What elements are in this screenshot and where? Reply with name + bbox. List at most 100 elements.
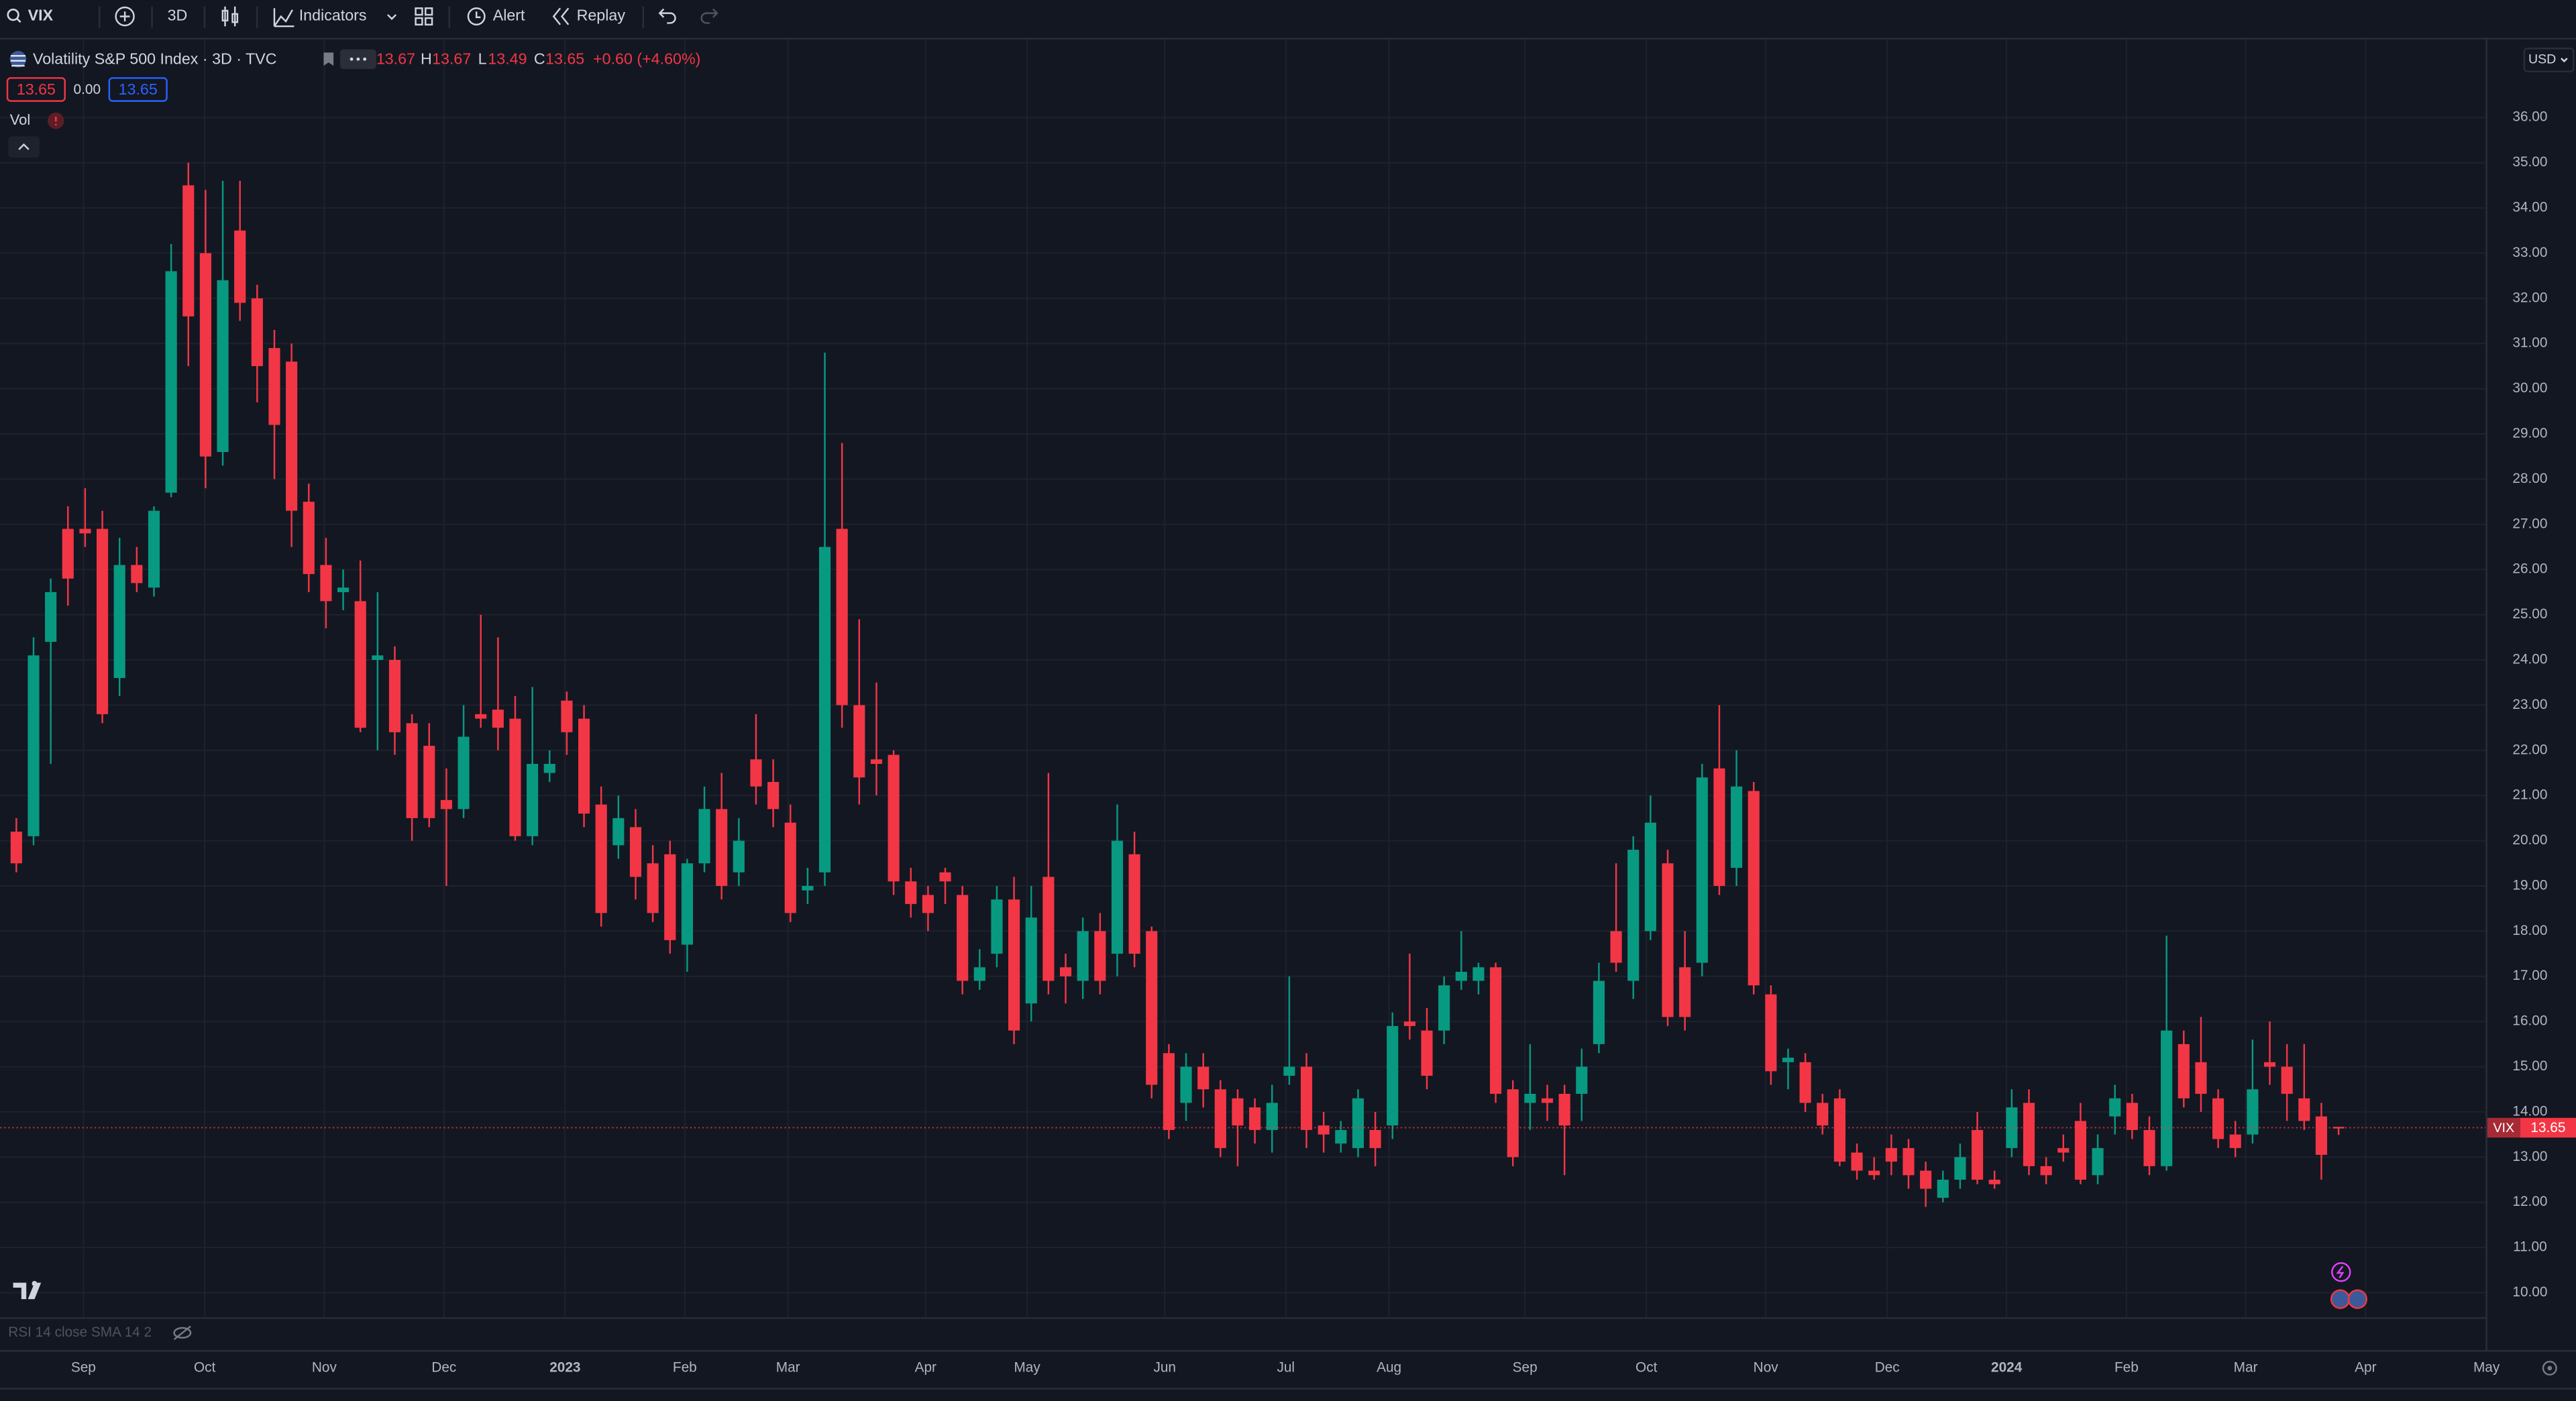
layout-icon	[415, 17, 423, 25]
tradingview-logo[interactable]	[13, 1282, 42, 1300]
y-tick-label: 26.00	[2512, 561, 2547, 577]
symbol-title[interactable]: Volatility S&P 500 Index · 3D · TVC	[33, 50, 277, 68]
y-tick-label: 16.00	[2512, 1013, 2547, 1029]
candle-body	[113, 565, 125, 678]
indicators-label[interactable]: Indicators	[299, 7, 367, 24]
candle-body	[10, 832, 22, 864]
chart-type-button[interactable]	[221, 6, 239, 27]
ohlc-label: H	[421, 50, 432, 68]
alert-icon	[467, 7, 486, 25]
candle-body	[131, 565, 143, 583]
candle-body	[1369, 1129, 1381, 1148]
currency-label[interactable]: USD	[2528, 52, 2556, 67]
y-tick-label: 30.00	[2512, 380, 2547, 396]
settings-button[interactable]	[2542, 1360, 2557, 1376]
candle-body	[1731, 786, 1743, 868]
undo-button[interactable]	[658, 8, 676, 24]
candle-body	[1627, 850, 1640, 981]
indicator-pane-label[interactable]: RSI 14 close SMA 14 2	[8, 1325, 152, 1340]
hide-indicator-button[interactable]	[173, 1325, 192, 1341]
collapse-button[interactable]	[8, 136, 40, 158]
candle-body	[354, 601, 366, 728]
candle-body	[337, 587, 350, 592]
indicators-button[interactable]: Indicators	[273, 7, 397, 27]
candle-body	[1662, 863, 1674, 1017]
candle-body	[62, 528, 74, 579]
candle-body	[1266, 1103, 1278, 1130]
candle-body	[698, 809, 710, 864]
candle-body	[2263, 1062, 2276, 1067]
eye-icon	[173, 1325, 191, 1341]
symbol-search[interactable]: VIX	[7, 7, 54, 24]
event-marker[interactable]	[2347, 1289, 2367, 1309]
candle-body	[1507, 1089, 1519, 1158]
candle-body	[1455, 972, 1467, 981]
buy-price[interactable]: 13.65	[119, 80, 158, 98]
candle-body	[440, 799, 452, 809]
candle-body	[870, 759, 883, 764]
candle-body	[1748, 791, 1760, 986]
alert-label[interactable]: Alert	[493, 7, 525, 24]
x-tick-label: 2024	[1991, 1360, 2023, 1376]
candle-body	[595, 804, 607, 913]
candle-body	[991, 899, 1003, 954]
redo-button[interactable]	[700, 8, 718, 24]
buy-box[interactable]	[108, 77, 168, 102]
time-axis: Sep Oct Nov Dec 2023 Feb Mar Apr May Jun Jul Aug Sep…	[71, 1360, 2500, 1376]
candle-body	[165, 271, 177, 493]
ohlc-open: 13.67	[376, 50, 415, 68]
x-tick-label: Jul	[1277, 1360, 1295, 1376]
candle-body	[1025, 917, 1037, 1004]
currency-button[interactable]	[2523, 48, 2575, 72]
toolbar: VIX 3D Indicators	[0, 6, 2576, 40]
candle-body	[458, 736, 470, 809]
candle-body	[1765, 994, 1777, 1072]
x-tick-label: Feb	[2114, 1360, 2139, 1376]
candle-body	[1868, 1170, 1880, 1176]
candle-body	[647, 863, 659, 913]
candle-body	[1524, 1093, 1536, 1103]
layouts-button[interactable]	[415, 7, 433, 25]
candle-body	[182, 185, 195, 317]
more-dot	[350, 57, 354, 61]
y-tick-label: 17.00	[2512, 968, 2547, 983]
dropdown-icon	[2561, 58, 2568, 63]
alert-button[interactable]: Alert	[467, 7, 525, 25]
candle-body	[1988, 1180, 2000, 1184]
candle-body	[2092, 1147, 2104, 1176]
replay-label[interactable]: Replay	[577, 7, 626, 24]
flag-button[interactable]	[323, 52, 334, 66]
candle-body	[2229, 1134, 2241, 1148]
candle-body	[1232, 1098, 1244, 1126]
candle-body	[750, 759, 762, 787]
alert-icon	[475, 11, 481, 18]
last-price-box	[2487, 1117, 2520, 1138]
y-tick-label: 13.00	[2512, 1149, 2547, 1164]
more-dot	[356, 57, 360, 61]
ohlc-low: 13.49	[488, 50, 527, 68]
candle-body	[2143, 1129, 2155, 1166]
candle-body	[836, 528, 848, 706]
candle-body	[1679, 967, 1691, 1017]
candle-body	[97, 528, 109, 714]
candle-body	[767, 781, 780, 809]
event-marker[interactable]	[2330, 1289, 2351, 1309]
candle-body	[922, 895, 934, 913]
replay-button[interactable]: Replay	[552, 7, 626, 25]
candle-body	[2212, 1098, 2224, 1139]
candle-body	[251, 298, 263, 366]
symbol[interactable]: VIX	[28, 7, 54, 24]
sell-box[interactable]	[6, 77, 66, 102]
sell-price[interactable]: 13.65	[17, 80, 56, 98]
compare-button[interactable]	[115, 6, 135, 27]
dropdown-icon	[387, 14, 397, 20]
event-marker[interactable]	[2331, 1262, 2351, 1282]
candle-body	[286, 361, 298, 511]
y-tick-label: 33.00	[2512, 245, 2547, 260]
candle-body	[2178, 1044, 2190, 1099]
more-dot	[363, 57, 367, 61]
interval-button[interactable]: 3D	[168, 7, 188, 24]
candle-body	[1490, 967, 1502, 1094]
candle-body	[217, 280, 229, 452]
